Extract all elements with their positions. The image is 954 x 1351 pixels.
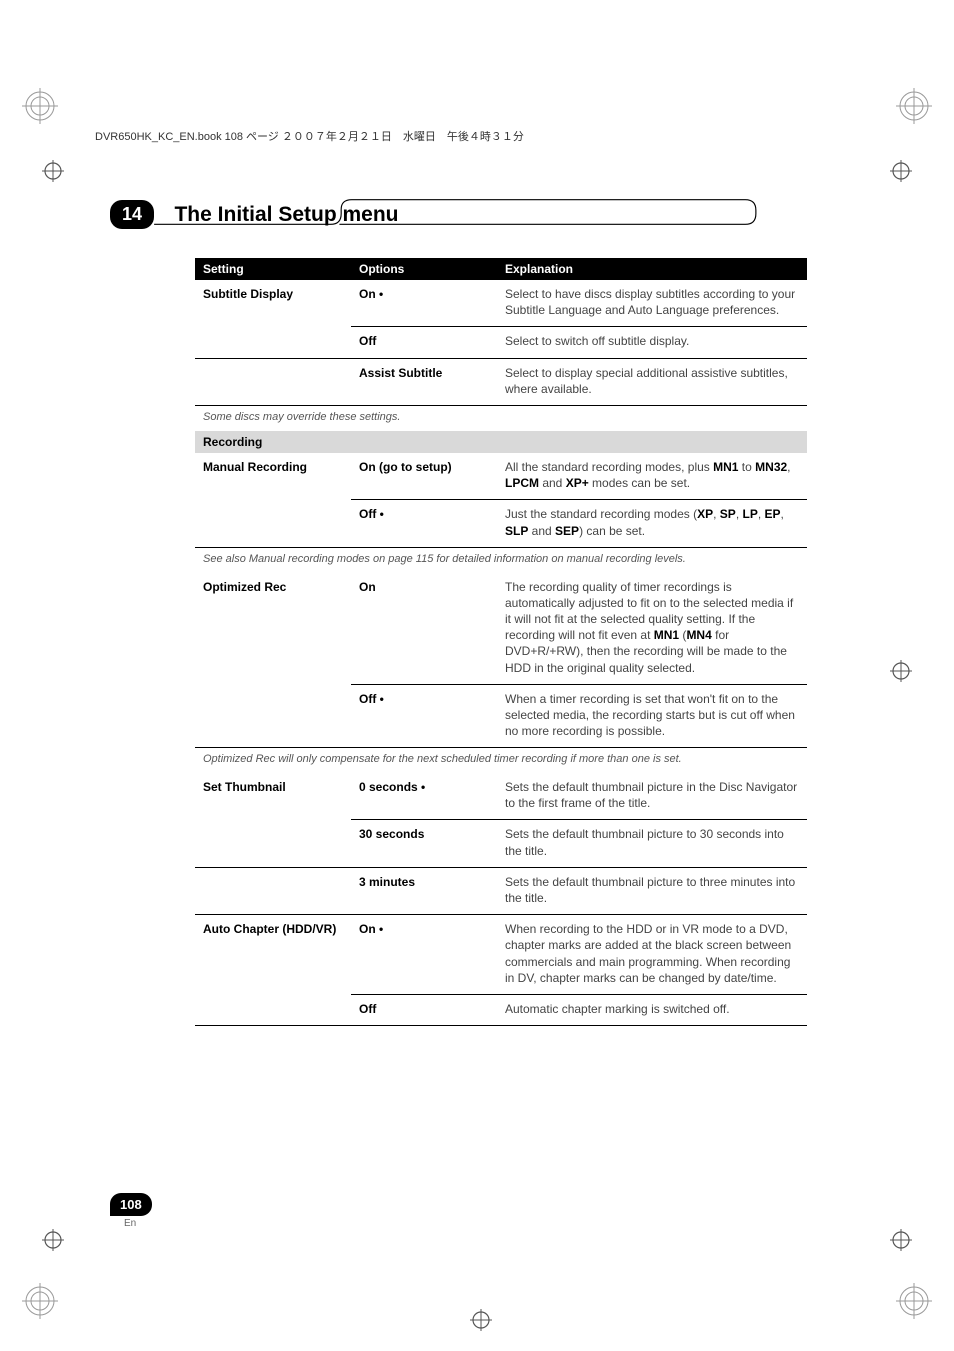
explanation-cell: Select to have discs display subtitles a…: [497, 280, 807, 327]
explanation-cell: Sets the default thumbnail picture to th…: [497, 867, 807, 914]
page: DVR650HK_KC_EN.book 108 ページ ２００７年２月２１日 水…: [0, 0, 954, 1351]
page-number-badge: 108: [110, 1193, 152, 1216]
chapter-number-badge: 14: [110, 200, 154, 229]
setting-cell: [195, 500, 351, 547]
explanation-cell: When recording to the HDD or in VR mode …: [497, 915, 807, 995]
crosshair-icon: [890, 660, 912, 682]
crosshair-icon: [890, 160, 912, 182]
table-row: Manual RecordingOn (go to setup)All the …: [195, 453, 807, 500]
option-cell: On (go to setup): [351, 453, 497, 500]
table-row: Assist SubtitleSelect to display special…: [195, 358, 807, 405]
explanation-cell: Sets the default thumbnail picture to 30…: [497, 820, 807, 867]
table-row: Off •When a timer recording is set that …: [195, 684, 807, 748]
chapter-title: The Initial Setup menu: [174, 203, 398, 227]
table-row: Auto Chapter (HDD/VR)On •When recording …: [195, 915, 807, 995]
table-row: Off •Just the standard recording modes (…: [195, 500, 807, 547]
reg-mark-icon: [894, 86, 934, 126]
note-text: Some discs may override these settings.: [195, 405, 807, 430]
option-cell: Assist Subtitle: [351, 358, 497, 405]
crosshair-icon: [42, 160, 64, 182]
setting-cell: Auto Chapter (HDD/VR): [195, 915, 351, 995]
settings-table: Setting Options Explanation Subtitle Dis…: [195, 258, 807, 1026]
setting-cell: Optimized Rec: [195, 573, 351, 685]
option-cell: Off: [351, 994, 497, 1025]
table-row: Set Thumbnail0 seconds •Sets the default…: [195, 773, 807, 820]
reg-mark-icon: [20, 86, 60, 126]
table-row: Some discs may override these settings.: [195, 405, 807, 430]
option-cell: On: [351, 573, 497, 685]
section-heading: Recording: [195, 431, 807, 453]
table-row: OffSelect to switch off subtitle display…: [195, 327, 807, 358]
page-lang: En: [124, 1218, 136, 1229]
explanation-cell: Select to display special additional ass…: [497, 358, 807, 405]
setting-cell: Manual Recording: [195, 453, 351, 500]
crosshair-icon: [890, 1229, 912, 1251]
table-row: 3 minutesSets the default thumbnail pict…: [195, 867, 807, 914]
explanation-cell: Just the standard recording modes (XP, S…: [497, 500, 807, 547]
table-row: Optimized Rec will only compensate for t…: [195, 748, 807, 773]
setting-cell: [195, 327, 351, 358]
option-cell: 30 seconds: [351, 820, 497, 867]
crosshair-icon: [42, 1229, 64, 1251]
explanation-cell: Select to switch off subtitle display.: [497, 327, 807, 358]
table-row: OffAutomatic chapter marking is switched…: [195, 994, 807, 1025]
option-cell: On •: [351, 280, 497, 327]
setting-cell: [195, 867, 351, 914]
running-head: DVR650HK_KC_EN.book 108 ページ ２００７年２月２１日 水…: [95, 128, 524, 144]
col-explanation: Explanation: [497, 258, 807, 280]
reg-mark-icon: [894, 1281, 934, 1321]
explanation-cell: Sets the default thumbnail picture in th…: [497, 773, 807, 820]
reg-mark-icon: [20, 1281, 60, 1321]
setting-cell: [195, 684, 351, 748]
col-options: Options: [351, 258, 497, 280]
option-cell: Off •: [351, 500, 497, 547]
note-text: Optimized Rec will only compensate for t…: [195, 748, 807, 773]
setting-cell: [195, 994, 351, 1025]
explanation-cell: Automatic chapter marking is switched of…: [497, 994, 807, 1025]
chapter-bar: 14 The Initial Setup menu: [110, 200, 844, 229]
table-row: Recording: [195, 431, 807, 453]
setting-cell: [195, 820, 351, 867]
setting-cell: Subtitle Display: [195, 280, 351, 327]
table-header-row: Setting Options Explanation: [195, 258, 807, 280]
option-cell: 3 minutes: [351, 867, 497, 914]
col-setting: Setting: [195, 258, 351, 280]
setting-cell: Set Thumbnail: [195, 773, 351, 820]
crosshair-icon: [470, 1309, 492, 1331]
setting-cell: [195, 358, 351, 405]
explanation-cell: The recording quality of timer recording…: [497, 573, 807, 685]
table-row: See also Manual recording modes on page …: [195, 547, 807, 572]
option-cell: Off: [351, 327, 497, 358]
option-cell: Off •: [351, 684, 497, 748]
explanation-cell: When a timer recording is set that won't…: [497, 684, 807, 748]
content-area: Setting Options Explanation Subtitle Dis…: [195, 258, 807, 1026]
table-row: Subtitle DisplayOn •Select to have discs…: [195, 280, 807, 327]
option-cell: 0 seconds •: [351, 773, 497, 820]
explanation-cell: All the standard recording modes, plus M…: [497, 453, 807, 500]
table-row: Optimized RecOnThe recording quality of …: [195, 573, 807, 685]
note-text: See also Manual recording modes on page …: [195, 547, 807, 572]
table-row: 30 secondsSets the default thumbnail pic…: [195, 820, 807, 867]
option-cell: On •: [351, 915, 497, 995]
